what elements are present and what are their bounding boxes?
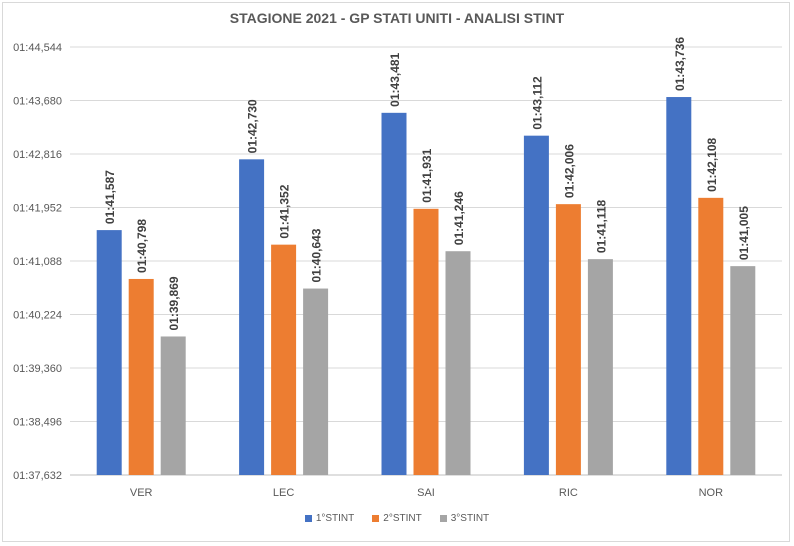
legend-item: 3°STINT <box>439 513 490 524</box>
x-tick-label: SAI <box>417 487 435 499</box>
bar <box>445 251 471 475</box>
data-label: 01:41,118 <box>594 199 608 253</box>
data-label: 01:41,931 <box>420 148 434 202</box>
bar <box>128 278 154 475</box>
data-label: 01:41,005 <box>737 206 751 260</box>
bar <box>160 336 186 475</box>
data-label: 01:39,869 <box>167 276 181 330</box>
legend-item: 1°STINT <box>304 513 355 524</box>
y-tick-label: 01:39,360 <box>13 363 62 375</box>
data-label: 01:42,108 <box>705 137 719 191</box>
bar <box>730 266 756 475</box>
bar <box>96 230 122 475</box>
data-label: 01:43,112 <box>530 76 544 130</box>
bar <box>587 259 613 475</box>
y-tick-label: 01:44,544 <box>13 42 62 54</box>
y-tick-label: 01:40,224 <box>13 310 62 322</box>
chart-title: STAGIONE 2021 - GP STATI UNITI - ANALISI… <box>229 10 565 26</box>
y-tick-label: 01:37,632 <box>13 470 62 482</box>
x-tick-label: RIC <box>559 487 578 499</box>
x-tick-label: NOR <box>699 487 724 499</box>
legend-swatch <box>439 515 447 522</box>
legend-label: 2°STINT <box>383 513 422 524</box>
legend-item: 2°STINT <box>372 513 422 524</box>
bar <box>271 244 297 475</box>
bar <box>555 204 581 475</box>
bar <box>523 135 549 475</box>
bar <box>303 288 329 475</box>
data-label: 01:43,481 <box>388 52 402 106</box>
data-label: 01:40,798 <box>135 219 149 273</box>
legend-swatch <box>304 515 312 522</box>
legend-label: 3°STINT <box>450 513 490 524</box>
y-tick-label: 01:41,088 <box>13 256 62 268</box>
legend-swatch <box>372 515 380 522</box>
chart-legend: 1°STINT 2°STINT 3°STINT <box>0 513 794 524</box>
legend-label: 1°STINT <box>315 513 355 524</box>
y-tick-label: 01:38,496 <box>13 417 62 429</box>
bar <box>698 197 724 475</box>
y-tick-label: 01:42,816 <box>13 149 62 161</box>
data-label: 01:41,246 <box>452 191 466 245</box>
x-tick-label: LEC <box>273 487 294 499</box>
data-label: 01:41,587 <box>103 170 117 224</box>
data-label: 01:40,643 <box>310 228 324 282</box>
data-label: 01:42,006 <box>562 144 576 198</box>
bar <box>666 97 692 475</box>
y-tick-label: 01:41,952 <box>13 203 62 215</box>
data-label: 01:42,730 <box>246 99 260 153</box>
data-label: 01:43,736 <box>673 37 687 91</box>
data-label: 01:41,352 <box>278 184 292 238</box>
y-tick-label: 01:43,680 <box>13 96 62 108</box>
bar <box>413 208 439 475</box>
bar <box>239 159 265 475</box>
x-tick-label: VER <box>130 487 153 499</box>
bar <box>381 112 407 476</box>
